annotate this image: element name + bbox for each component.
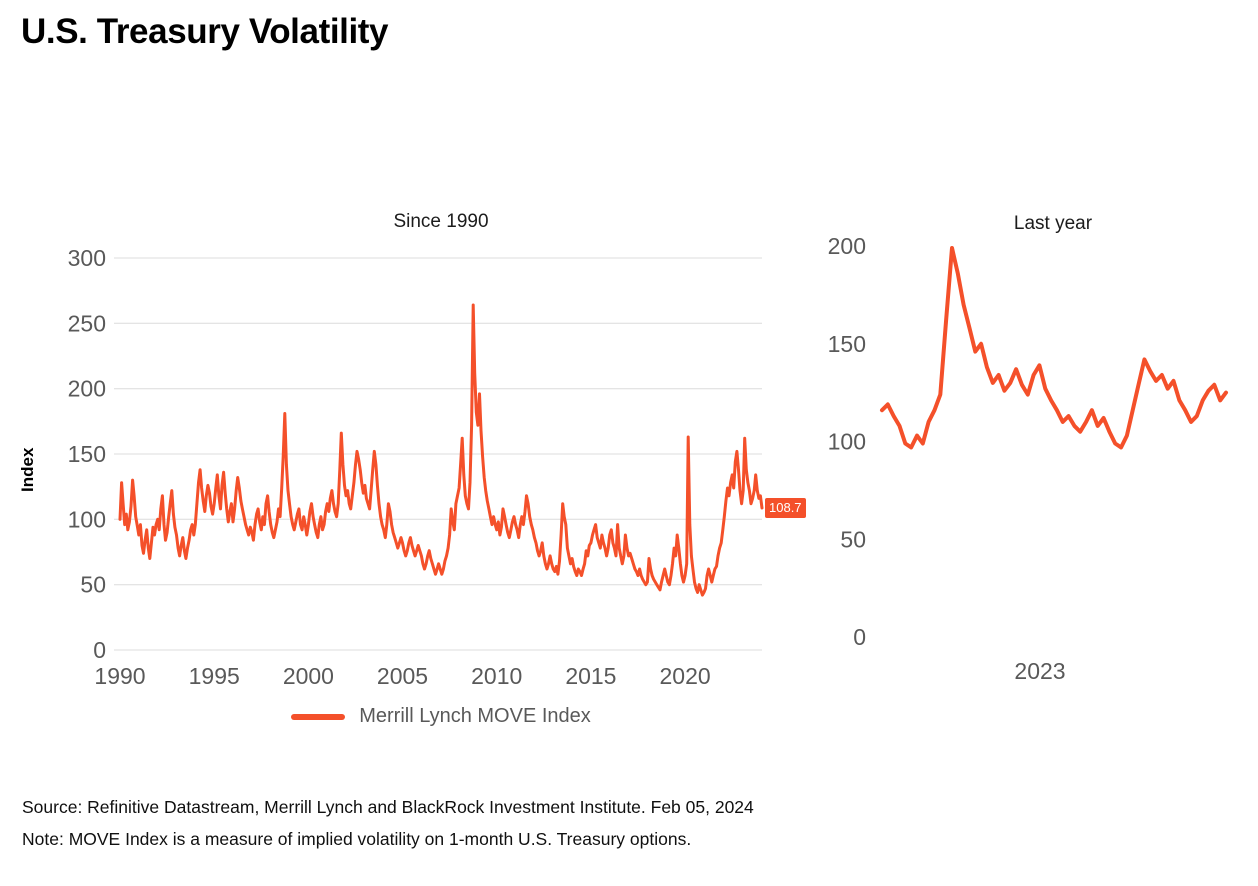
last-year-line bbox=[880, 246, 1228, 450]
since-1990-line bbox=[118, 303, 764, 597]
y-tick-label: 150 bbox=[828, 331, 866, 357]
latest-value-label: 108.7 bbox=[765, 497, 806, 518]
y-tick-label: 100 bbox=[68, 506, 106, 532]
chart-title-since-1990: Since 1990 bbox=[393, 211, 489, 232]
x-tick-label: 2005 bbox=[377, 663, 428, 689]
y-tick-label: 50 bbox=[840, 526, 866, 552]
note-text: Note: MOVE Index is a measure of implied… bbox=[22, 829, 692, 849]
y-tick-label: 50 bbox=[80, 572, 106, 598]
y-tick-label: 0 bbox=[853, 624, 866, 650]
x-tick-label: 2023 bbox=[1014, 658, 1065, 684]
x-tick-label: 2015 bbox=[565, 663, 616, 689]
y-tick-label: 200 bbox=[68, 376, 106, 402]
y-tick-label: 0 bbox=[93, 637, 106, 663]
page-title: U.S. Treasury Volatility bbox=[21, 12, 389, 51]
x-tick-label: 2000 bbox=[283, 663, 334, 689]
y-tick-label: 200 bbox=[828, 233, 866, 259]
x-tick-label: 1990 bbox=[94, 663, 145, 689]
x-tick-label: 2010 bbox=[471, 663, 522, 689]
y-tick-label: 150 bbox=[68, 441, 106, 467]
y-tick-label: 100 bbox=[828, 429, 866, 455]
legend-label: Merrill Lynch MOVE Index bbox=[359, 705, 591, 727]
y-tick-label: 250 bbox=[68, 310, 106, 336]
y-tick-label: 300 bbox=[68, 245, 106, 271]
legend-line-swatch bbox=[291, 713, 346, 720]
legend: Merrill Lynch MOVE Index bbox=[120, 705, 762, 728]
x-tick-label: 2020 bbox=[660, 663, 711, 689]
x-tick-label: 1995 bbox=[189, 663, 240, 689]
y-axis-label: Index bbox=[18, 447, 37, 493]
chart-title-last-year: Last year bbox=[1013, 213, 1093, 234]
source-text: Source: Refinitive Datastream, Merrill L… bbox=[22, 797, 754, 817]
